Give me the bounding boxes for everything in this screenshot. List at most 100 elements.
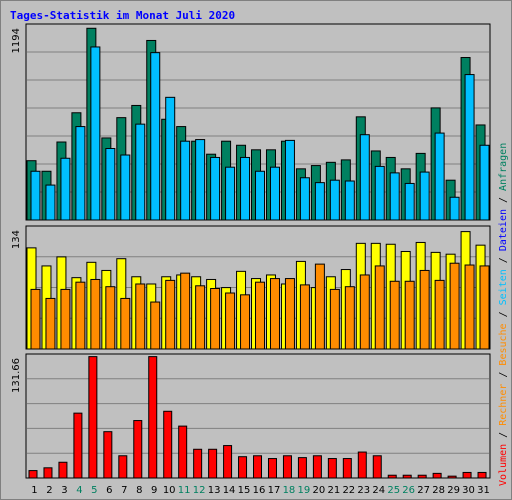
bar-besuche-17 (269, 278, 280, 350)
bar-volumen-25 (387, 474, 397, 479)
x-tick-label-14: 14 (223, 485, 236, 496)
bar-dateien-30 (464, 74, 475, 221)
legend-item-anfragen: Anfragen (498, 143, 509, 191)
bar-dateien-5 (90, 46, 101, 221)
bar-besuche-2 (45, 297, 56, 350)
bar-volumen-19 (297, 457, 307, 479)
bar-dateien-20 (314, 182, 325, 221)
bar-volumen-28 (432, 472, 442, 479)
bar-dateien-3 (60, 157, 71, 221)
bar-besuche-11 (180, 272, 191, 350)
x-tick-label-9: 9 (151, 485, 157, 496)
x-tick-label-31: 31 (477, 485, 490, 496)
bar-dateien-13 (210, 156, 221, 221)
bar-volumen-29 (447, 475, 457, 479)
legend-separator: / (498, 191, 509, 209)
bar-besuche-5 (90, 278, 101, 350)
x-tick-label-28: 28 (432, 485, 445, 496)
bar-volumen-8 (133, 420, 143, 479)
bar-dateien-14 (225, 166, 236, 221)
bar-volumen-13 (208, 448, 218, 479)
bar-besuche-15 (240, 294, 251, 350)
bar-besuche-9 (150, 301, 161, 350)
bar-volumen-24 (372, 455, 382, 479)
legend-separator: / (498, 366, 509, 384)
bar-besuche-16 (255, 281, 266, 350)
bar-besuche-7 (120, 297, 131, 350)
bar-dateien-25 (389, 172, 400, 221)
bar-volumen-16 (253, 455, 263, 479)
bar-besuche-24 (374, 265, 385, 350)
bar-volumen-10 (163, 410, 173, 479)
bar-volumen-12 (193, 448, 203, 479)
x-tick-label-18: 18 (283, 485, 296, 496)
bar-besuche-19 (299, 284, 310, 350)
bar-volumen-7 (118, 455, 128, 479)
bar-dateien-24 (374, 165, 385, 221)
bar-volumen-18 (282, 455, 292, 479)
x-tick-label-24: 24 (372, 485, 385, 496)
bar-volumen-22 (342, 458, 352, 479)
x-tick-label-7: 7 (121, 485, 127, 496)
bar-besuche-6 (105, 286, 116, 350)
bar-dateien-26 (404, 182, 415, 221)
bar-dateien-22 (344, 180, 355, 221)
bar-dateien-8 (135, 123, 146, 221)
bar-besuche-27 (419, 269, 430, 350)
x-tick-label-20: 20 (313, 485, 326, 496)
x-tick-label-19: 19 (298, 485, 311, 496)
x-tick-label-2: 2 (46, 485, 52, 496)
x-tick-label-23: 23 (357, 485, 370, 496)
x-tick-label-10: 10 (163, 485, 176, 496)
bar-dateien-15 (240, 156, 251, 221)
bar-volumen-31 (477, 471, 487, 479)
bar-besuche-8 (135, 283, 146, 350)
bar-volumen-26 (402, 474, 412, 479)
bar-volumen-23 (357, 451, 367, 479)
x-tick-label-13: 13 (208, 485, 221, 496)
bar-volumen-6 (103, 431, 113, 479)
bar-volumen-30 (462, 471, 472, 479)
bar-besuche-31 (479, 265, 490, 350)
x-tick-label-11: 11 (178, 485, 191, 496)
bar-besuche-29 (449, 262, 460, 350)
bar-besuche-21 (329, 288, 340, 350)
ymax-label-middle: 134 (11, 230, 22, 249)
x-tick-label-3: 3 (61, 485, 67, 496)
bar-dateien-18 (284, 139, 295, 221)
legend-separator: / (498, 305, 509, 323)
bar-dateien-28 (434, 132, 445, 221)
bar-besuche-14 (225, 292, 236, 350)
bar-volumen-5 (88, 356, 98, 479)
bar-dateien-7 (120, 154, 131, 221)
bar-volumen-2 (43, 467, 53, 479)
bar-dateien-16 (255, 170, 266, 221)
bar-volumen-20 (312, 455, 322, 479)
x-tick-label-21: 21 (327, 485, 340, 496)
x-tick-label-5: 5 (91, 485, 97, 496)
bar-dateien-10 (165, 96, 176, 221)
x-tick-label-4: 4 (76, 485, 82, 496)
chart-title: Tages-Statistik im Monat Juli 2020 (10, 9, 235, 22)
bar-besuche-13 (210, 288, 221, 350)
bar-dateien-9 (150, 52, 161, 221)
bar-besuche-26 (404, 280, 415, 350)
x-tick-label-17: 17 (268, 485, 281, 496)
bar-dateien-11 (180, 140, 191, 221)
x-tick-label-1: 1 (31, 485, 37, 496)
x-tick-label-30: 30 (462, 485, 475, 496)
x-tick-label-6: 6 (106, 485, 112, 496)
bar-volumen-27 (417, 474, 427, 479)
bar-besuche-22 (344, 286, 355, 350)
x-tick-label-25: 25 (387, 485, 400, 496)
bar-dateien-23 (359, 134, 370, 221)
bar-besuche-25 (389, 280, 400, 350)
bar-dateien-19 (299, 177, 310, 221)
bar-besuche-4 (75, 281, 86, 350)
bar-besuche-30 (464, 264, 475, 350)
bar-besuche-10 (165, 279, 176, 350)
legend-item-dateien: Dateien (498, 209, 509, 251)
bar-volumen-9 (148, 356, 158, 479)
bar-volumen-14 (223, 445, 233, 479)
